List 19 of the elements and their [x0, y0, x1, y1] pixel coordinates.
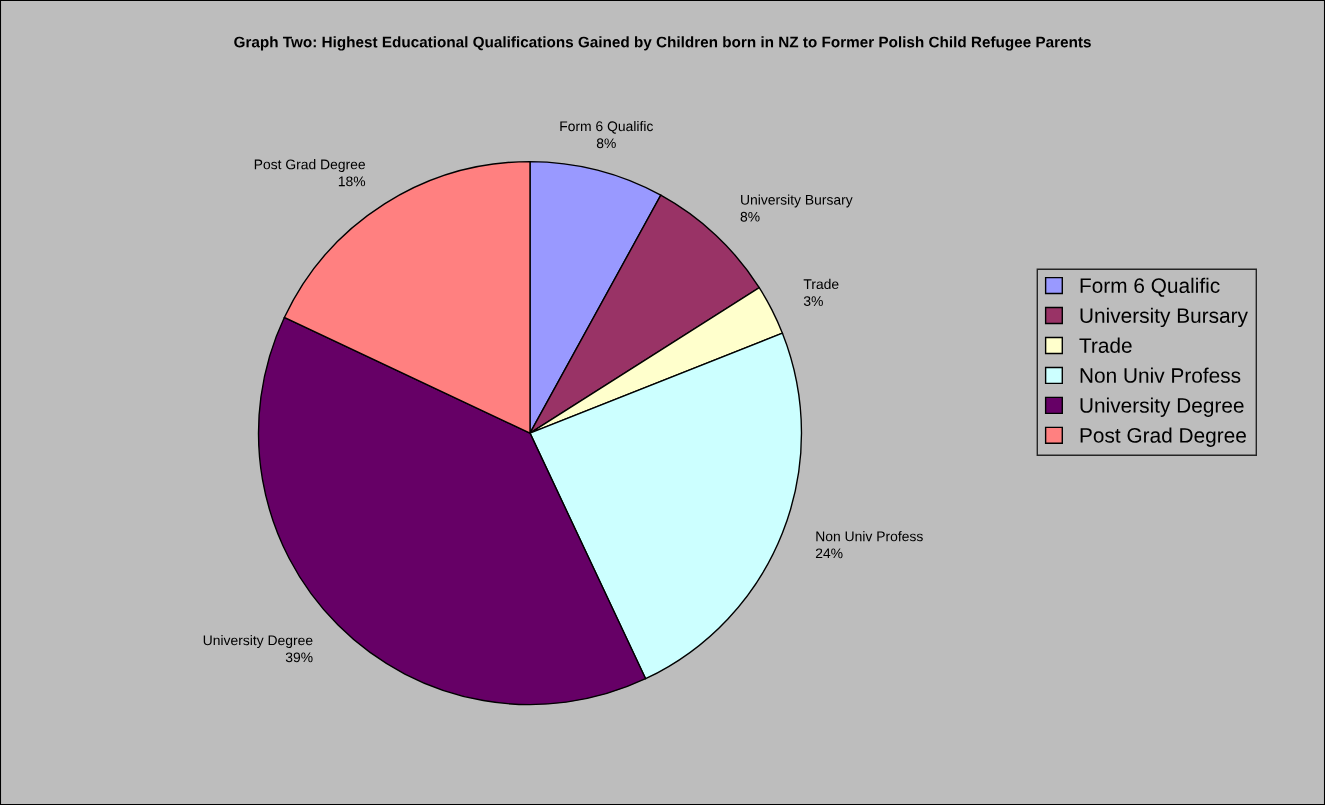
- chart-title: Graph Two: Highest Educational Qualifications Gained by Children born in NZ to Former Polish Child Refugee Parents: [234, 36, 1091, 51]
- legend-label: Trade: [1079, 337, 1132, 353]
- data-label: 3%: [803, 296, 823, 307]
- slice-label: Form 6 Qualific: [560, 120, 654, 134]
- slice-label: University Degree: [203, 635, 313, 649]
- legend-label: Form 6 Qualific: [1080, 277, 1220, 297]
- slice-label: Non Univ Profess: [816, 531, 923, 542]
- slice-label: Trade: [803, 278, 839, 290]
- data-label: 8%: [740, 211, 760, 222]
- data-label: 39%: [285, 652, 313, 663]
- legend-label: University Bursary: [1080, 307, 1248, 328]
- legend-label: Non Univ Profess: [1080, 367, 1241, 383]
- slice-label: University Bursary: [741, 194, 853, 208]
- data-label: 8%: [596, 138, 616, 149]
- data-label: 18%: [338, 176, 366, 187]
- legend-label: University Degree: [1080, 397, 1244, 417]
- legend-label: Post Grad Degree: [1080, 427, 1246, 447]
- data-label: 24%: [815, 548, 843, 559]
- slice-label: Post Grad Degree: [254, 159, 366, 173]
